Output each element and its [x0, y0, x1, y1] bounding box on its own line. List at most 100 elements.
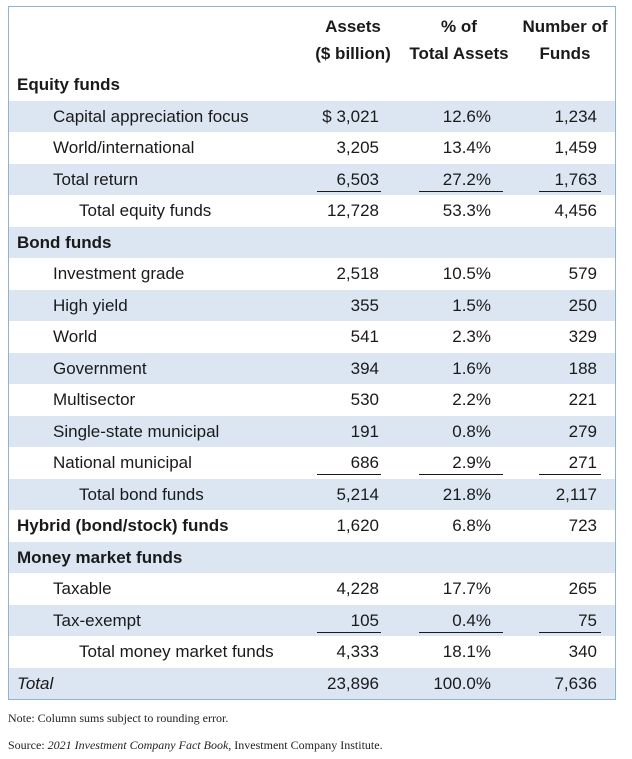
row-label: Capital appreciation focus — [53, 106, 249, 126]
row-label: Total return — [53, 169, 139, 189]
subtotal-rule — [317, 190, 381, 192]
funds-count: 250 — [568, 295, 597, 315]
assets-value: 105 — [350, 610, 379, 630]
table-row: Hybrid (bond/stock) funds 1,620 6.8% 723 — [9, 510, 615, 541]
table-row: Total money market funds 4,333 18.1% 340 — [9, 636, 615, 667]
row-label: World — [53, 327, 98, 346]
funds-count: 329 — [568, 327, 597, 346]
assets-value: 541 — [350, 327, 379, 346]
row-label: Total — [17, 673, 54, 693]
funds-count: 188 — [568, 358, 597, 378]
percent-value: 18.1% — [442, 642, 491, 661]
table-row: Tax-exempt 105 0.4% 75 — [9, 604, 615, 636]
subtotal-rule — [539, 190, 601, 192]
subtotal-rule — [419, 474, 503, 475]
assets-value: 3,205 — [336, 138, 379, 157]
row-label: National municipal — [53, 453, 192, 472]
assets-value: 2,518 — [336, 264, 379, 283]
assets-value: $ 3,021 — [322, 106, 379, 126]
table-row: Total equity funds 12,728 53.3% 4,456 — [9, 195, 615, 226]
row-label: Bond funds — [17, 232, 112, 252]
assets-value: 191 — [350, 421, 379, 441]
funds-count: 271 — [568, 453, 597, 472]
funds-count: 265 — [568, 579, 597, 598]
percent-value: 27.2% — [442, 169, 491, 189]
funds-count: 1,763 — [554, 169, 597, 189]
row-label: Government — [53, 358, 147, 378]
table-row: Money market funds — [9, 541, 615, 573]
row-label: Equity funds — [17, 75, 120, 94]
percent-value: 2.3% — [452, 327, 491, 346]
subtotal-rule — [539, 631, 601, 633]
percent-value: 53.3% — [442, 201, 491, 220]
assets-value: 4,333 — [336, 642, 379, 661]
table-row: Total 23,896 100.0% 7,636 — [9, 667, 615, 699]
table-row: Investment grade 2,518 10.5% 579 — [9, 258, 615, 289]
row-label: Single-state municipal — [53, 421, 220, 441]
assets-value: 355 — [350, 295, 379, 315]
percent-value: 0.8% — [452, 421, 491, 441]
row-label: Total equity funds — [79, 201, 212, 220]
percent-value: 100.0% — [433, 673, 491, 693]
fund-assets-table: Assets ($ billion) % of Total Assets Num… — [8, 6, 616, 700]
assets-value: 1,620 — [336, 516, 379, 535]
table-row: Single-state municipal 191 0.8% 279 — [9, 415, 615, 447]
subtotal-rule — [419, 631, 503, 633]
table-row: Capital appreciation focus $ 3,021 12.6% 1,… — [9, 100, 615, 132]
funds-count: 579 — [568, 264, 597, 283]
assets-value: 6,503 — [336, 169, 379, 189]
table-row: Equity funds — [9, 69, 615, 100]
row-label: Hybrid (bond/stock) funds — [17, 516, 229, 535]
assets-value: 23,896 — [327, 673, 379, 693]
assets-value: 5,214 — [336, 484, 379, 504]
percent-value: 21.8% — [442, 484, 491, 504]
assets-value: 394 — [350, 358, 379, 378]
percent-value: 2.2% — [452, 390, 491, 409]
funds-count: 221 — [568, 390, 597, 409]
percent-value: 12.6% — [442, 106, 491, 126]
funds-count: 1,234 — [554, 106, 597, 126]
percent-value: 0.4% — [452, 610, 491, 630]
table-row: Total bond funds 5,214 21.8% 2,117 — [9, 478, 615, 510]
header-percent-total-assets: % of Total Assets — [409, 17, 509, 63]
table-row: World 541 2.3% 329 — [9, 321, 615, 352]
assets-value: 4,228 — [336, 579, 379, 598]
rounding-note: Note: Column sums subject to rounding er… — [8, 711, 229, 725]
subtotal-rule — [419, 190, 503, 192]
table-row: Government 394 1.6% 188 — [9, 352, 615, 384]
table-row: National municipal 686 2.9% 271 — [9, 447, 615, 478]
row-label: Money market funds — [17, 547, 183, 567]
funds-count: 4,456 — [554, 201, 597, 220]
row-label: World/international — [53, 138, 195, 157]
row-label: Total bond funds — [79, 484, 204, 504]
funds-count: 279 — [568, 421, 597, 441]
table-row: World/international 3,205 13.4% 1,459 — [9, 132, 615, 163]
row-label: High yield — [53, 295, 128, 315]
table-row: Bond funds — [9, 226, 615, 258]
table-row: Total return 6,503 27.2% 1,763 — [9, 163, 615, 195]
funds-count: 340 — [568, 642, 597, 661]
subtotal-rule — [317, 631, 381, 633]
subtotal-rule — [539, 474, 601, 475]
percent-value: 10.5% — [442, 264, 491, 283]
funds-count: 75 — [578, 610, 597, 630]
row-label: Taxable — [53, 579, 112, 598]
row-label: Multisector — [53, 390, 136, 409]
row-label: Tax-exempt — [53, 610, 141, 630]
row-label: Total money market funds — [79, 642, 274, 661]
percent-value: 2.9% — [452, 453, 491, 472]
percent-value: 6.8% — [452, 516, 491, 535]
percent-value: 1.5% — [452, 295, 491, 315]
subtotal-rule — [317, 474, 381, 475]
assets-value: 530 — [350, 390, 379, 409]
funds-count: 1,459 — [554, 138, 597, 157]
header-assets: Assets ($ billion) — [315, 17, 391, 63]
funds-count: 2,117 — [555, 484, 597, 504]
percent-value: 17.7% — [442, 579, 491, 598]
table-row: Taxable 4,228 17.7% 265 — [9, 573, 615, 604]
assets-value: 12,728 — [327, 201, 379, 220]
header-number-of-funds: Number of Funds — [522, 17, 608, 63]
row-label: Investment grade — [53, 264, 185, 283]
funds-count: 7,636 — [554, 673, 597, 693]
percent-value: 13.4% — [442, 138, 491, 157]
